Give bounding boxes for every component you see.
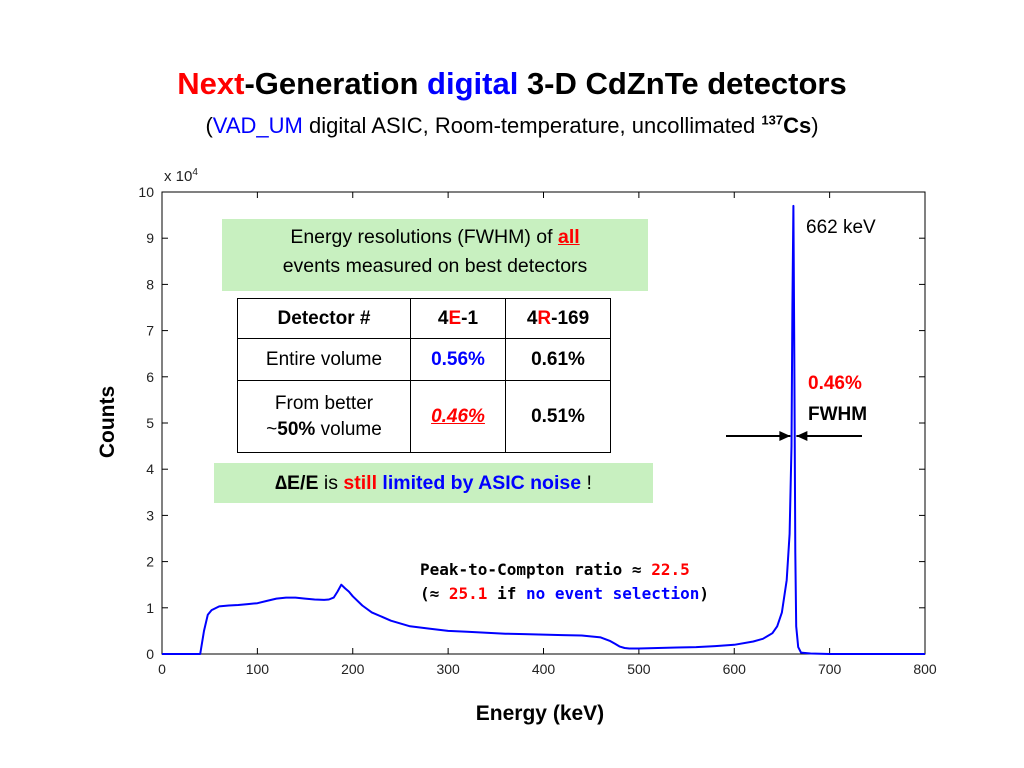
fwhm-label: FWHM <box>808 404 868 425</box>
resolution-table: Detector # 4E-1 4R-169 Entire volume 0.5… <box>237 298 611 453</box>
asic-noise-note: ∆E/E is still limited by ASIC noise ! <box>214 463 653 503</box>
resolution-line1: Energy resolutions (FWHM) of <box>290 226 558 248</box>
ptc-line1-value: 22.5 <box>651 560 690 579</box>
y-tick-label: 9 <box>146 230 154 246</box>
y-tick-label: 3 <box>146 507 154 523</box>
x-tick-label: 800 <box>913 661 937 677</box>
note-still: still <box>343 472 377 494</box>
fwhm-arrowhead-right <box>796 431 808 441</box>
x-tick-label: 700 <box>818 661 842 677</box>
subtitle-middle: digital ASIC, Room-temperature, uncollim… <box>302 113 762 138</box>
fwhm-arrowhead-left <box>779 431 791 441</box>
ptc-line1-text: Peak-to-Compton ratio ≈ <box>420 560 652 579</box>
y-tick-label: 6 <box>146 369 154 385</box>
table-row: From better ~50% volume 0.46% 0.51% <box>237 380 611 453</box>
resolution-all: all <box>557 226 580 248</box>
note-is: is <box>318 472 344 494</box>
resolution-line2: events measured on best detectors <box>282 255 588 277</box>
resolution-box: Energy resolutions (FWHM) of all events … <box>222 219 648 291</box>
title-generation: -Generation <box>244 66 428 101</box>
slide-subtitle: (VAD_UM digital ASIC, Room-temperature, … <box>0 113 1024 139</box>
y-multiplier-exp: 4 <box>192 167 198 178</box>
note-delta: ∆E/E <box>275 472 319 494</box>
header-detector: Detector # <box>237 298 411 339</box>
y-tick-label: 4 <box>146 461 154 477</box>
spectrum-line <box>162 204 925 655</box>
y-tick-label: 2 <box>146 554 154 570</box>
subtitle-close: ) <box>811 113 819 138</box>
note-limited: limited by ASIC noise <box>376 472 582 494</box>
row-better-rest: volume <box>315 418 382 440</box>
row-better-percent: 50% <box>277 418 316 440</box>
peak-to-compton: Peak-to-Compton ratio ≈ 22.5 (≈ 25.1 if … <box>420 558 709 606</box>
table-header-row: Detector # 4E-1 4R-169 <box>237 298 611 339</box>
y-tick-label: 10 <box>138 184 154 200</box>
y-tick-label: 7 <box>146 323 154 339</box>
y-axis-label: Counts <box>96 385 119 459</box>
title-digital: digital <box>427 66 519 101</box>
y-tick-label: 8 <box>146 276 154 292</box>
x-tick-label: 0 <box>158 661 166 677</box>
row-entire-v2: 0.61% <box>505 338 611 381</box>
y-tick-label: 5 <box>146 415 154 431</box>
title-rest: 3-D CdZnTe detectors <box>518 66 847 101</box>
title-next: Next <box>177 66 245 101</box>
x-tick-label: 300 <box>436 661 460 677</box>
y-tick-label: 1 <box>146 600 154 616</box>
header-d2-pre: 4 <box>526 307 538 329</box>
x-tick-label: 500 <box>627 661 651 677</box>
y-multiplier: x 104 <box>164 167 198 186</box>
subtitle-isotope: Cs <box>783 113 812 138</box>
fwhm-value: 0.46% <box>808 373 862 394</box>
row-better-line1: From better <box>274 392 374 414</box>
row-better-label: From better ~50% volume <box>237 380 411 453</box>
x-tick-label: 200 <box>341 661 365 677</box>
y-tick-label: 0 <box>146 646 154 662</box>
header-d1-mid: E <box>448 307 462 329</box>
ptc-line2-condition: no event selection <box>525 584 700 603</box>
subtitle-open: ( <box>205 113 213 138</box>
ptc-line2-if: if <box>487 584 526 603</box>
x-axis-label: Energy (keV) <box>475 702 605 725</box>
ptc-line2-open: (≈ <box>420 584 449 603</box>
header-d2-post: -169 <box>551 307 590 329</box>
x-tick-label: 100 <box>246 661 270 677</box>
row-entire-v1: 0.56% <box>410 338 506 381</box>
row-entire-label: Entire volume <box>237 338 411 381</box>
row-better-v2: 0.51% <box>505 380 611 453</box>
header-d1-post: -1 <box>461 307 479 329</box>
subtitle-isotope-mass: 137 <box>761 112 784 128</box>
x-tick-label: 600 <box>723 661 747 677</box>
ptc-line2-value: 25.1 <box>448 584 488 603</box>
peak-energy-label: 662 keV <box>806 217 876 238</box>
table-row: Entire volume 0.56% 0.61% <box>237 338 611 381</box>
header-d1-pre: 4 <box>437 307 449 329</box>
header-detector-1: 4E-1 <box>410 298 506 339</box>
x-tick-label: 400 <box>532 661 556 677</box>
y-multiplier-label: x 10 <box>164 168 193 185</box>
subtitle-asic: VAD_UM <box>212 113 303 138</box>
row-better-approx: ~ <box>266 418 278 440</box>
header-detector-2: 4R-169 <box>505 298 611 339</box>
ptc-line2-close: ) <box>699 584 709 603</box>
row-better-v1: 0.46% <box>410 380 506 453</box>
header-d2-mid: R <box>537 307 552 329</box>
slide-title: Next-Generation digital 3-D CdZnTe detec… <box>0 66 1024 102</box>
note-bang: ! <box>581 472 592 494</box>
